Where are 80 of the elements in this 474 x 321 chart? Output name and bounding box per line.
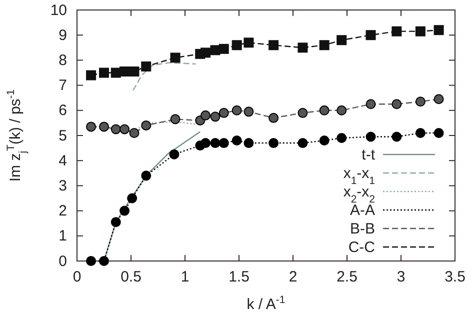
point — [86, 70, 96, 80]
point — [99, 256, 109, 266]
line-series — [132, 62, 196, 91]
point — [244, 138, 254, 148]
point — [120, 124, 130, 134]
point — [110, 124, 121, 134]
y-tick-label: 3 — [58, 178, 67, 194]
point — [415, 128, 426, 138]
point — [392, 99, 402, 110]
point — [169, 149, 180, 160]
y-tick-label: 7 — [58, 77, 67, 94]
point — [129, 66, 140, 76]
x-tick-label: 1.5 — [228, 268, 250, 286]
x-tick-label: 0.5 — [120, 268, 142, 286]
point — [210, 112, 220, 122]
point — [244, 106, 254, 117]
point — [336, 35, 347, 46]
y-tick-label: 5 — [58, 127, 67, 144]
point — [298, 108, 308, 118]
point — [415, 96, 426, 107]
point — [210, 138, 220, 148]
point — [141, 61, 152, 72]
y-tick-label: 9 — [58, 26, 67, 44]
point — [141, 120, 152, 130]
point — [99, 122, 109, 132]
point — [129, 128, 140, 138]
y-tick-label: 1 — [58, 228, 67, 245]
point — [268, 112, 279, 123]
x-tick-label: 1 — [180, 268, 190, 286]
point — [434, 25, 444, 36]
point — [86, 256, 96, 266]
x-tick-label: 0 — [72, 268, 82, 286]
point — [218, 44, 229, 54]
y-tick-label: 2 — [58, 202, 67, 220]
point — [392, 26, 402, 36]
point — [244, 38, 254, 48]
y-tick-label: 10 — [50, 2, 67, 19]
point — [434, 94, 444, 104]
point — [218, 108, 229, 118]
point — [298, 42, 308, 53]
point — [99, 68, 109, 78]
point — [336, 105, 347, 116]
point — [336, 133, 347, 144]
point — [366, 132, 376, 142]
x-axis-title: k / A$^{-1}$ — [246, 294, 286, 313]
point — [319, 40, 330, 50]
point — [232, 40, 242, 50]
point — [298, 138, 308, 148]
point — [232, 136, 242, 146]
point — [127, 193, 138, 204]
x-tick-label: 2 — [288, 268, 298, 286]
point — [200, 110, 211, 120]
legend-label: B-B — [350, 220, 375, 238]
point — [200, 138, 211, 148]
y-tick-label: 0 — [58, 252, 67, 270]
point — [110, 217, 121, 228]
y-tick-label: 8 — [58, 52, 67, 69]
point — [141, 170, 152, 181]
point — [366, 99, 376, 110]
x-tick-label: 2.5 — [336, 268, 358, 286]
point — [232, 105, 242, 116]
point — [170, 52, 180, 63]
x-tick-label: 3 — [396, 268, 406, 286]
point — [268, 138, 279, 148]
point — [366, 30, 376, 40]
y-tick-label: 6 — [58, 102, 67, 120]
point — [434, 128, 444, 138]
point — [268, 40, 279, 50]
point — [319, 105, 330, 116]
point — [319, 136, 330, 146]
point — [86, 122, 96, 132]
x-tick-label: 3.5 — [444, 268, 466, 286]
y-tick-label: 4 — [58, 152, 67, 170]
legend-label: t-t — [362, 146, 376, 164]
point — [120, 206, 130, 216]
point — [415, 26, 426, 36]
point — [218, 138, 229, 148]
point — [170, 114, 180, 124]
point — [392, 132, 402, 142]
legend-label: C-C — [348, 239, 376, 256]
